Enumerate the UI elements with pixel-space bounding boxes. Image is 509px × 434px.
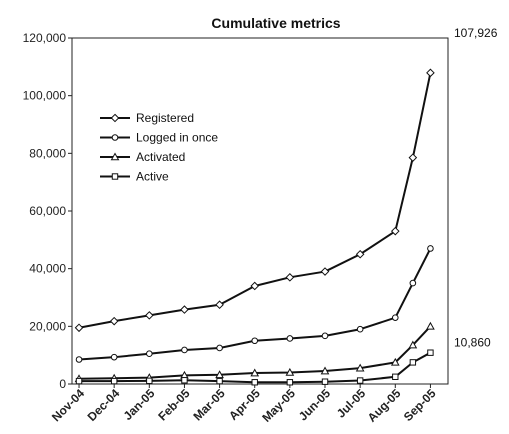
data-point [110,353,118,361]
data-point [250,368,260,377]
legend-label: Activated [136,150,185,164]
data-point [426,68,435,78]
data-point [146,377,153,385]
x-tick-label: Jul-05 [334,386,369,421]
legend-marker [110,113,120,123]
data-point [286,379,294,386]
x-tick-label: Feb-05 [155,386,192,423]
series-line [78,72,432,329]
x-tick-label: Nov-04 [49,386,87,424]
data-point [390,226,400,236]
data-point [215,370,224,379]
data-point [391,314,399,321]
data-point [321,332,329,340]
legend: Registered Logged in once Activated Active [100,111,218,184]
data-point [109,316,119,326]
data-point [75,356,83,363]
data-point [145,311,154,320]
legend-entry: Activated [100,150,185,164]
legend-label: Logged in once [136,131,218,145]
data-point [285,367,295,376]
x-tick-label: Jan-05 [121,386,158,423]
data-point [251,337,259,345]
data-point [427,349,434,356]
y-tick-label: 80,000 [29,146,66,160]
data-point [285,273,295,282]
end-value-annotation: 107,926 [454,26,498,40]
y-tick-label: 0 [59,377,66,391]
data-point [146,350,153,358]
data-point [215,300,224,310]
data-point [320,366,330,375]
series-layer [74,68,435,386]
chart-title: Cumulative metrics [211,15,340,31]
end-value-annotation: 10,860 [454,336,491,350]
series-active [75,349,434,386]
data-point [427,245,434,252]
x-tick-label: Dec-04 [85,386,123,424]
data-point [180,305,189,314]
plot-frame [71,37,449,385]
data-point [355,249,365,259]
data-point [181,377,188,384]
data-point [408,340,418,349]
data-point [355,363,365,372]
data-point [409,359,417,366]
x-tick-label: Mar-05 [190,386,227,423]
x-tick-label: Sep-05 [401,386,439,424]
data-point [409,279,417,287]
x-tick-label: Jun-05 [296,386,333,423]
data-point [216,377,223,385]
y-axis: 0 20,000 40,000 60,000 80,000 100,000 120,000 [23,31,72,391]
data-point [356,377,364,384]
series-activated [74,321,435,383]
legend-entry: Active [100,170,169,184]
data-point [426,321,435,330]
x-tick-label: Apr-05 [226,386,263,423]
legend-marker [111,173,119,180]
data-point [110,377,118,385]
y-tick-label: 100,000 [23,89,67,103]
data-point [74,323,84,333]
legend-label: Active [136,170,169,184]
y-tick-label: 120,000 [23,31,67,45]
legend-marker [111,134,119,141]
data-point [216,344,223,352]
y-tick-label: 20,000 [29,319,66,333]
data-point [321,378,329,385]
y-tick-label: 60,000 [29,204,66,218]
x-tick-label: May-05 [259,386,298,425]
data-point [251,379,258,386]
legend-entry: Registered [100,111,194,125]
data-point [320,267,330,276]
data-point [286,335,294,342]
series-logged-in-once [75,245,434,363]
series-line [78,248,432,361]
series-registered [74,68,435,333]
data-point [181,346,188,354]
series-line [79,325,432,380]
data-point [250,281,260,291]
data-point [356,325,364,333]
data-point [390,357,400,366]
data-point [392,373,399,380]
x-tick-label: Aug-05 [365,386,404,425]
x-axis: Nov-04Dec-04Jan-05Feb-05Mar-05Apr-05May-… [49,384,439,425]
legend-label: Registered [136,111,194,125]
data-point [75,377,83,385]
annotations: 107,926 10,860 [454,26,498,350]
y-tick-label: 40,000 [29,262,66,276]
legend-entry: Logged in once [100,131,218,145]
legend-marker [110,152,120,161]
data-point [408,153,418,162]
